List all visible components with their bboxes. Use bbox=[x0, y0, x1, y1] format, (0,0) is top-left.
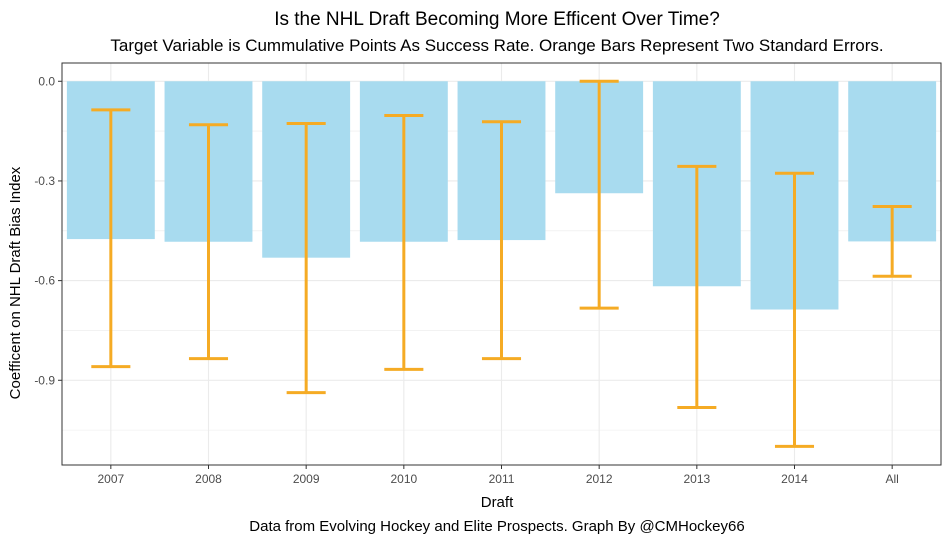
y-tick-label: -0.9 bbox=[34, 373, 55, 387]
chart-title: Is the NHL Draft Becoming More Efficent … bbox=[274, 9, 720, 30]
y-tick-label: 0.0 bbox=[38, 74, 55, 88]
error-bar-2011 bbox=[481, 120, 522, 361]
error-bar-2009 bbox=[286, 121, 326, 395]
error-bar-2012 bbox=[579, 79, 619, 310]
y-axis-title: Coefficent on NHL Draft Bias Index bbox=[7, 166, 24, 399]
x-tick-label: All bbox=[885, 472, 898, 486]
x-tick-label: 2008 bbox=[195, 472, 222, 486]
error-bar-All bbox=[872, 205, 912, 278]
chart-subtitle: Target Variable is Cummulative Points As… bbox=[110, 36, 883, 55]
error-bars bbox=[91, 79, 912, 448]
error-bar-2010 bbox=[384, 113, 424, 371]
x-tick-label: 2013 bbox=[683, 472, 710, 486]
x-tick-label: 2010 bbox=[390, 472, 417, 486]
x-axis-title: Draft bbox=[481, 494, 514, 511]
x-tick-label: 2011 bbox=[489, 472, 515, 486]
x-axis-ticks: 2007 2008 2009 2010 2011 2012 2013 2014 All bbox=[97, 465, 899, 486]
y-tick-label: -0.3 bbox=[34, 174, 55, 188]
x-tick-label: 2014 bbox=[781, 472, 808, 486]
y-tick-label: -0.6 bbox=[34, 274, 55, 288]
error-bar-2014 bbox=[774, 171, 815, 448]
chart-caption: Data from Evolving Hockey and Elite Pros… bbox=[249, 518, 744, 535]
error-bar-2008 bbox=[188, 123, 229, 361]
error-bar-2007 bbox=[91, 108, 131, 369]
x-tick-label: 2007 bbox=[97, 472, 124, 486]
error-bar-2013 bbox=[677, 164, 717, 410]
y-axis-ticks: 0.0 -0.3 -0.6 -0.9 bbox=[34, 74, 62, 387]
x-tick-label: 2009 bbox=[293, 472, 320, 486]
x-tick-label: 2012 bbox=[586, 472, 613, 486]
